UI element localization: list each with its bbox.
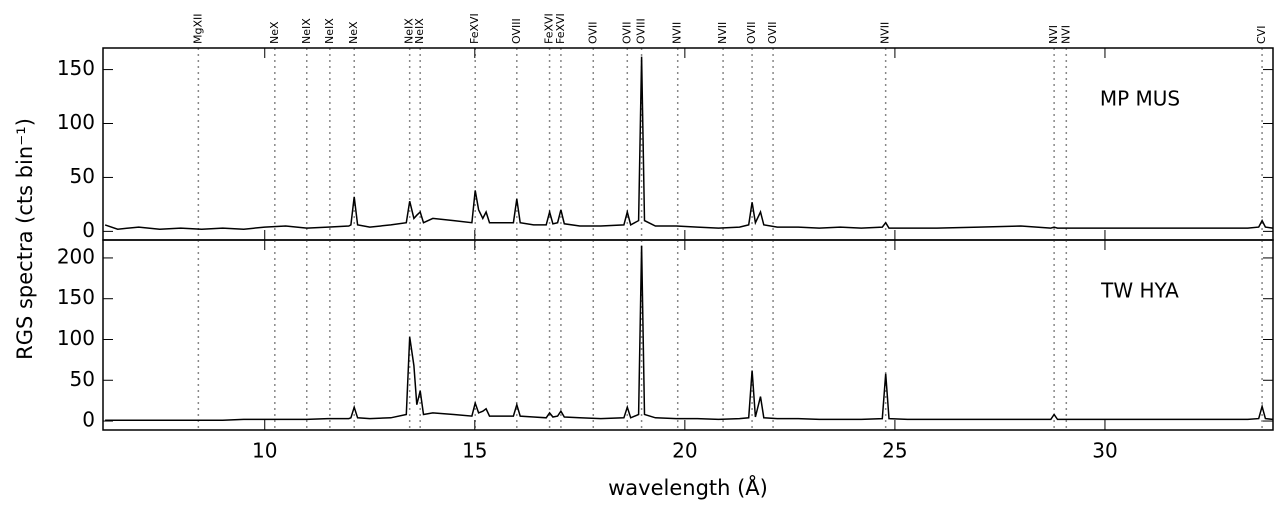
x-tick-label: 20 [672,439,697,463]
line-label: NeX [347,21,360,44]
line-label: NeIX [403,18,416,44]
y-tick-label: 50 [70,367,95,391]
line-label: NVI [1047,25,1060,44]
spectrum [105,245,1274,421]
y-tick-label: 50 [70,164,95,188]
line-label: NeIX [323,18,336,44]
line-label: CVI [1255,26,1268,44]
spectrum [104,56,1274,230]
line-label: FeXVI [554,13,567,44]
line-label: OVII [766,22,779,44]
plot-frame [102,239,1274,431]
line-label: NeIX [300,18,313,44]
y-tick-label: 100 [57,110,95,134]
y-tick-label: 100 [57,326,95,350]
line-label: NeX [268,21,281,44]
x-tick-label: 30 [1092,439,1117,463]
line-label: OVIII [510,18,523,44]
line-label: FeXVI [543,13,556,44]
line-label: NVI [1059,25,1072,44]
line-label: OVII [586,22,599,44]
line-label: NVII [671,22,684,44]
plot-frame [102,47,1274,241]
line-label: MgXII [191,14,204,45]
x-axis-label: wavelength (Å) [608,474,768,500]
x-tick-label: 15 [462,439,487,463]
x-tick-label: 25 [882,439,907,463]
y-tick-label: 150 [57,285,95,309]
line-label: OVIII [635,18,648,44]
line-label: NeIX [413,18,426,44]
line-label: OVII [745,22,758,44]
panel-label: MP MUS [1100,87,1180,111]
line-label: NVII [879,22,892,44]
y-tick-label: 150 [57,56,95,80]
panel-label: TW HYA [1100,279,1179,303]
line-label: NVII [716,22,729,44]
y-tick-label: 200 [57,244,95,268]
y-axis-label: RGS spectra (cts bin⁻¹) [13,118,37,360]
y-tick-label: 0 [82,408,95,432]
y-tick-label: 0 [82,218,95,242]
x-tick-label: 10 [252,439,277,463]
line-label: OVII [620,22,633,44]
line-label: FeXVI [468,13,481,44]
